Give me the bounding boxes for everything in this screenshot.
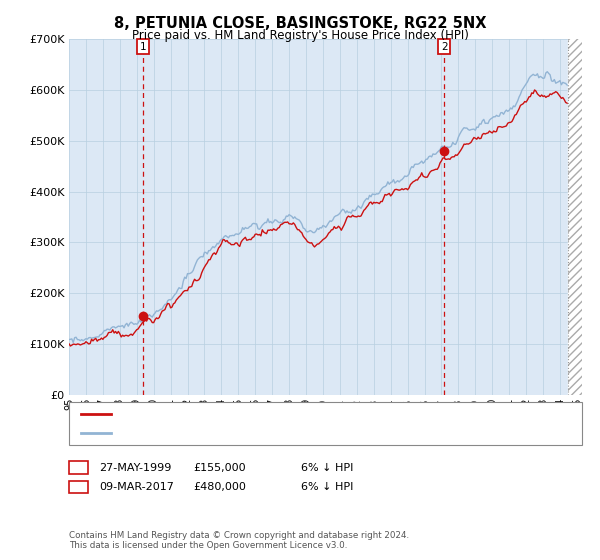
Text: HPI: Average price, detached house, Basingstoke and Deane: HPI: Average price, detached house, Basi…: [117, 428, 419, 438]
Text: £155,000: £155,000: [193, 463, 246, 473]
Text: Contains HM Land Registry data © Crown copyright and database right 2024.
This d: Contains HM Land Registry data © Crown c…: [69, 530, 409, 550]
Text: 6% ↓ HPI: 6% ↓ HPI: [301, 482, 353, 492]
Text: £480,000: £480,000: [193, 482, 246, 492]
Text: 2: 2: [441, 42, 448, 52]
Text: Price paid vs. HM Land Registry's House Price Index (HPI): Price paid vs. HM Land Registry's House …: [131, 29, 469, 42]
Text: 6% ↓ HPI: 6% ↓ HPI: [301, 463, 353, 473]
Text: 2: 2: [75, 482, 82, 492]
Text: 8, PETUNIA CLOSE, BASINGSTOKE, RG22 5NX: 8, PETUNIA CLOSE, BASINGSTOKE, RG22 5NX: [114, 16, 486, 31]
Text: 1: 1: [75, 463, 82, 473]
Bar: [568, 39, 582, 395]
Text: 09-MAR-2017: 09-MAR-2017: [99, 482, 174, 492]
Text: 8, PETUNIA CLOSE, BASINGSTOKE, RG22 5NX (detached house): 8, PETUNIA CLOSE, BASINGSTOKE, RG22 5NX …: [117, 409, 433, 419]
Bar: [568, 39, 582, 395]
Text: 1: 1: [140, 42, 146, 52]
Text: 27-MAY-1999: 27-MAY-1999: [99, 463, 172, 473]
